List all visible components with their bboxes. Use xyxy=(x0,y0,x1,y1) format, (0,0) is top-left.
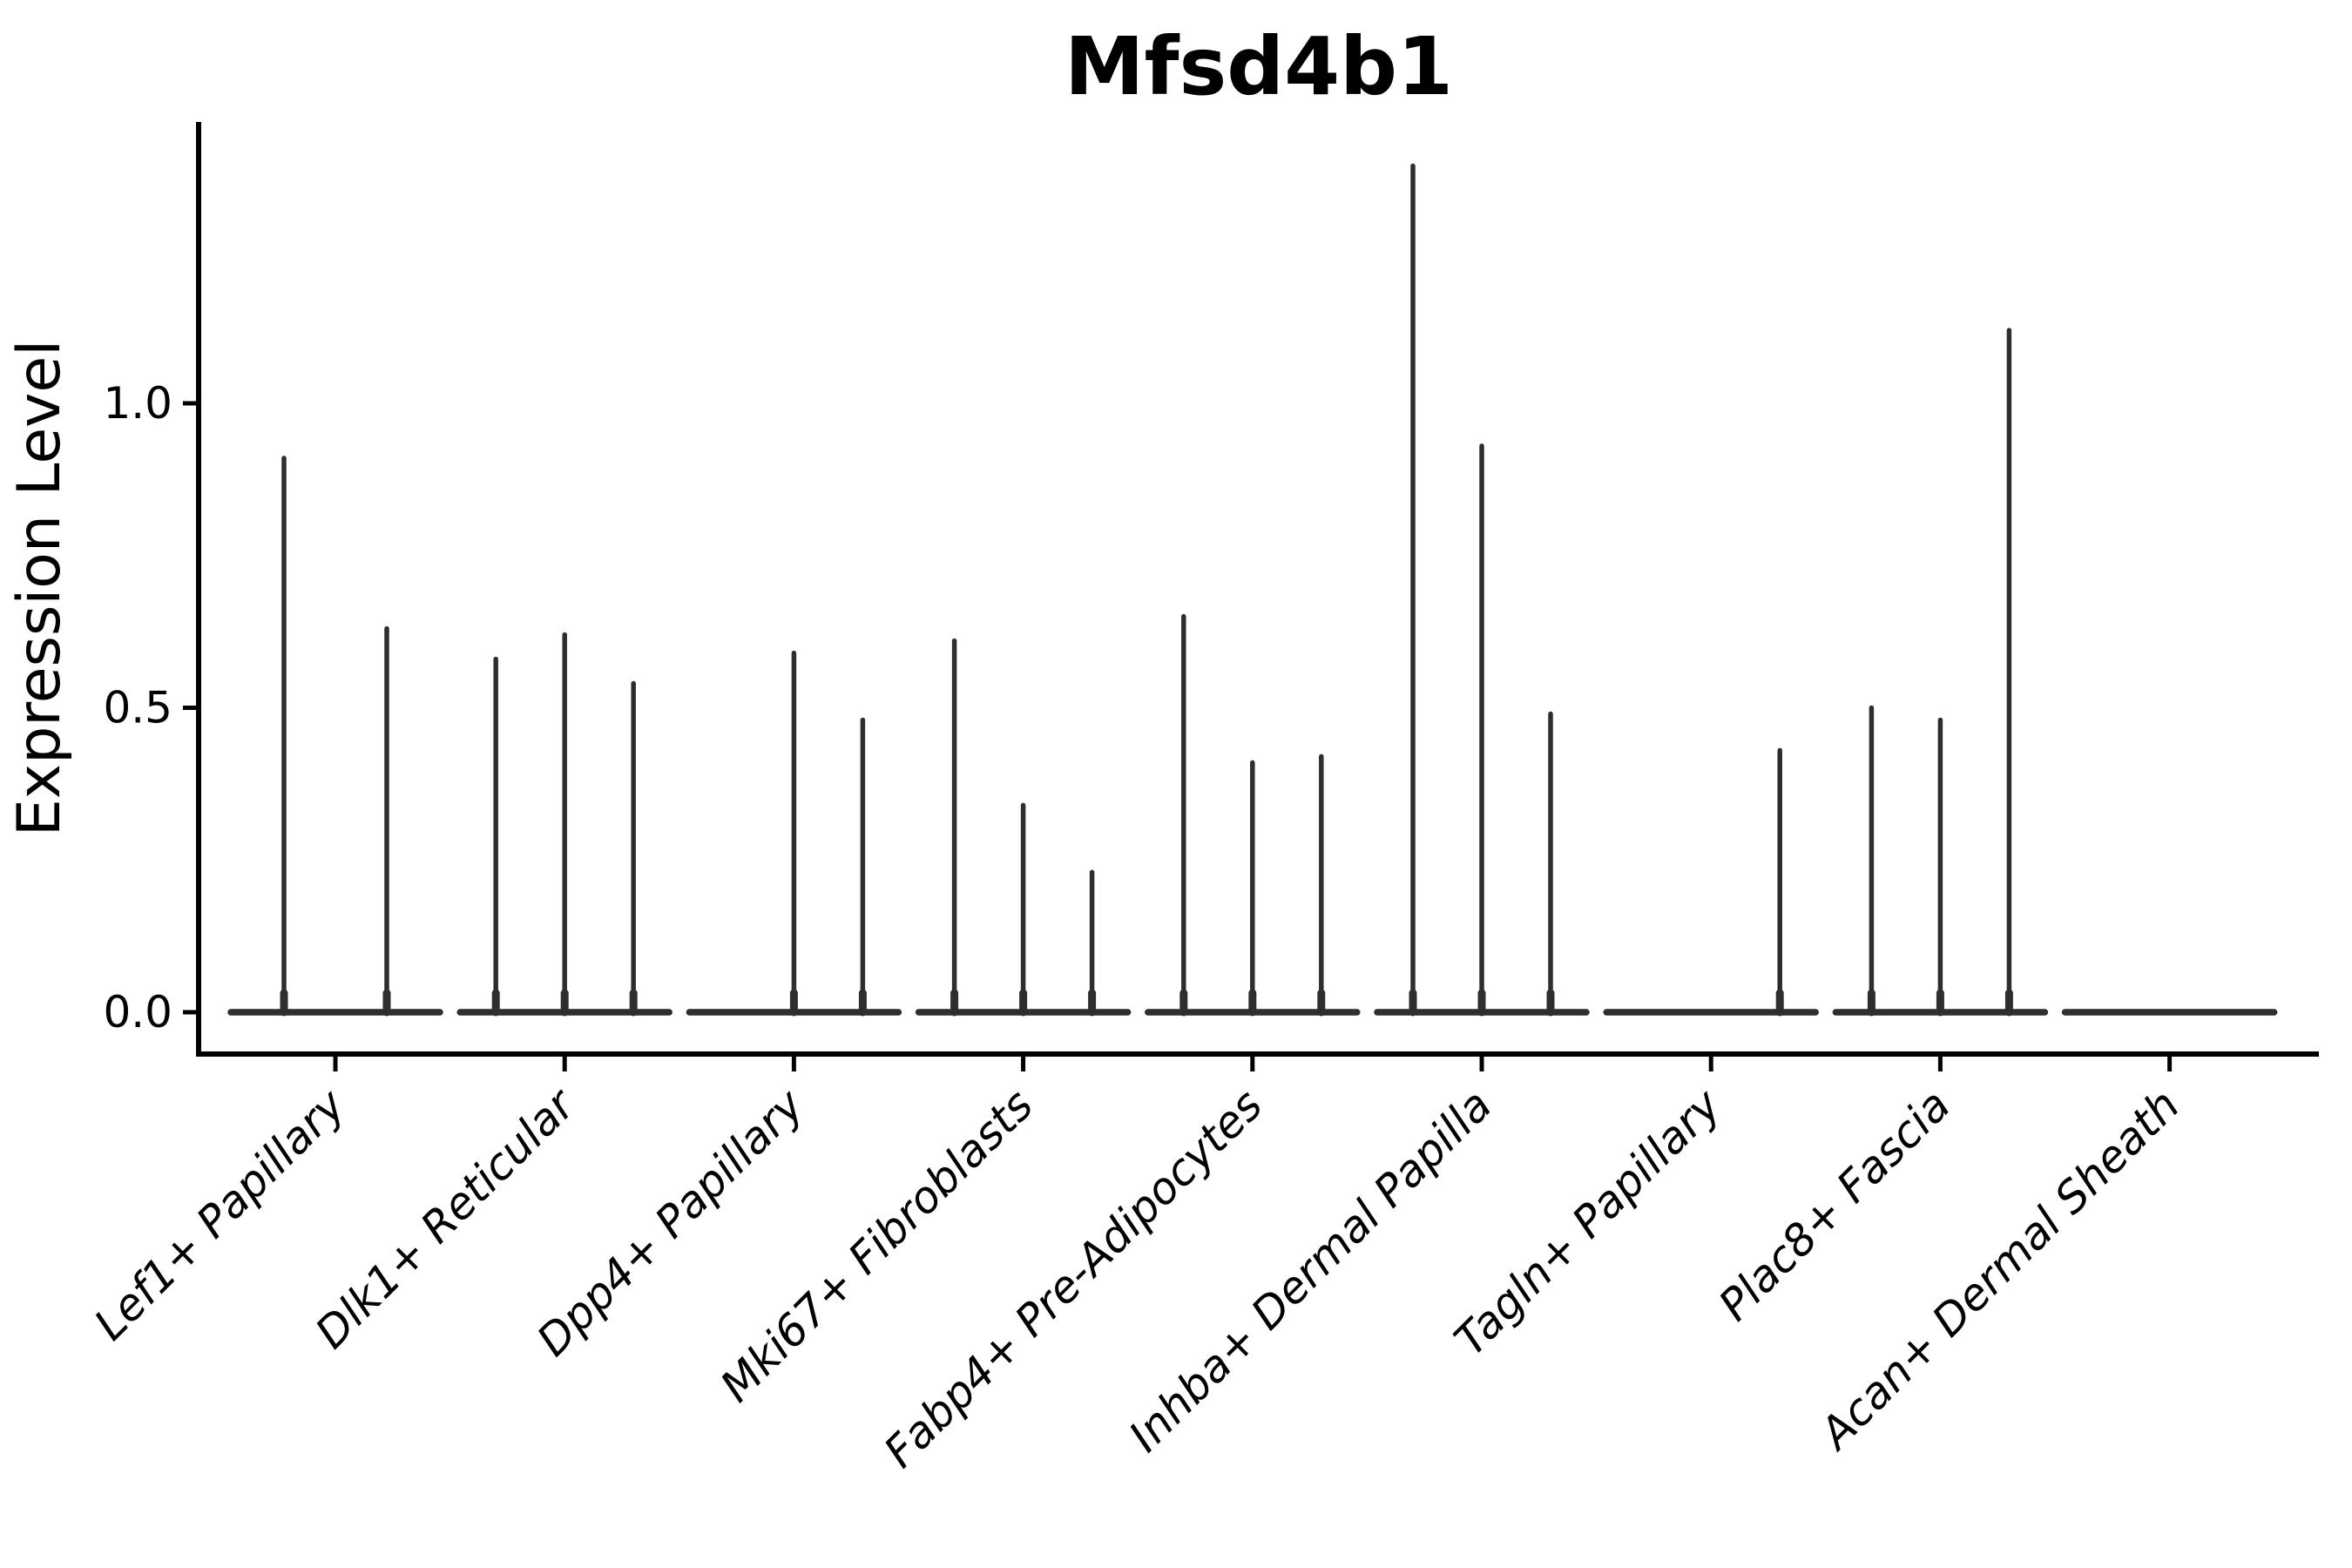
x-axis-label: Fabp4+ Pre-Adipocytes xyxy=(875,1079,1273,1477)
x-axis-label: Plac8+ Fascia xyxy=(1709,1079,1960,1330)
y-tick-label: 0.5 xyxy=(103,683,172,733)
y-axis-label: Expression Level xyxy=(5,340,74,836)
x-axis-label: Acan+ Dermal Sheath xyxy=(1808,1079,2189,1460)
x-axis-label: Lef1+ Papillary xyxy=(84,1078,355,1349)
y-tick-label: 1.0 xyxy=(103,378,172,429)
x-axis-label: Inhba+ Dermal Papilla xyxy=(1119,1079,1501,1461)
y-tick-label: 0.0 xyxy=(103,987,172,1037)
chart-title: Mfsd4b1 xyxy=(1064,20,1453,113)
